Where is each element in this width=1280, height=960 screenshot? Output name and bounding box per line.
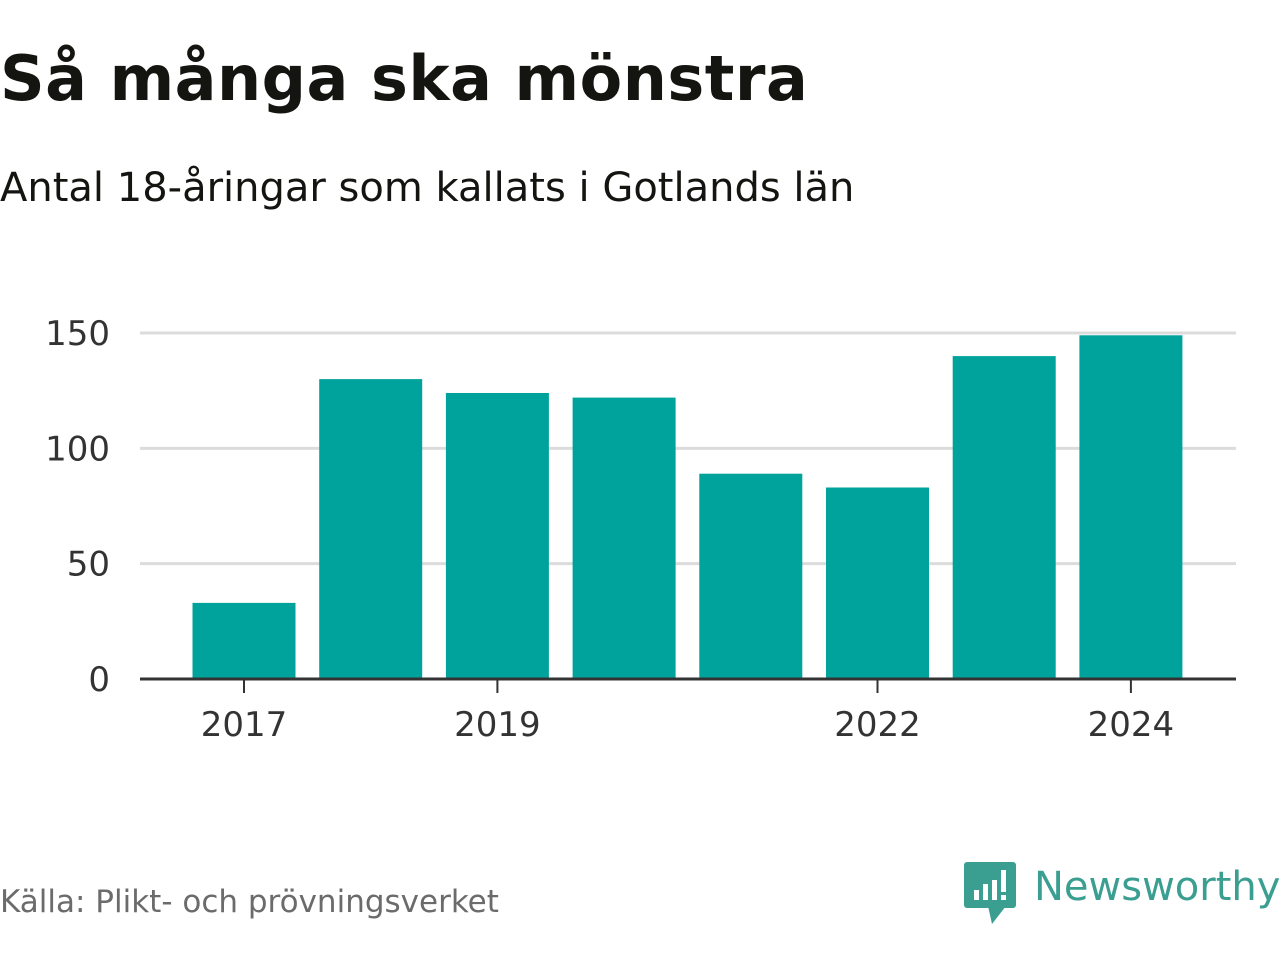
y-tick-label-50: 50 [67,545,110,585]
gridlines [140,331,1236,566]
source-note: Källa: Plikt- och prövningsverket [0,884,499,920]
x-tick-label-2017: 2017 [201,705,288,745]
bar-2023 [952,356,1056,679]
y-axis-labels: 0 50 100 150 [45,314,110,700]
newsworthy-logo-icon [964,862,1016,924]
x-tick-label-2024: 2024 [1088,705,1175,745]
y-tick-label-0: 0 [88,660,110,700]
bar-2021 [699,473,803,679]
x-tick-label-2019: 2019 [454,705,541,745]
y-tick-label-150: 150 [45,314,110,354]
x-axis [140,677,1236,693]
bar-2024 [1079,335,1183,679]
chart-subtitle: Antal 18-åringar som kallats i Gotlands … [0,165,855,211]
x-axis-labels: 2017 2019 2022 2024 [201,705,1174,745]
bar-chart: 0 50 100 150 2017 2019 2022 2024 [45,314,1236,745]
bar-2020 [572,397,676,679]
bar-2018 [319,379,423,679]
bar-2022 [826,487,929,679]
x-tick-label-2022: 2022 [834,705,921,745]
brand-name: Newsworthy [1034,864,1280,910]
bars [192,335,1183,679]
brand-logo[interactable]: Newsworthy [964,862,1280,926]
bar-2019 [445,393,549,679]
bar-2017 [192,602,296,679]
y-tick-label-100: 100 [45,429,110,469]
chart-title: Så många ska mönstra [0,42,809,115]
